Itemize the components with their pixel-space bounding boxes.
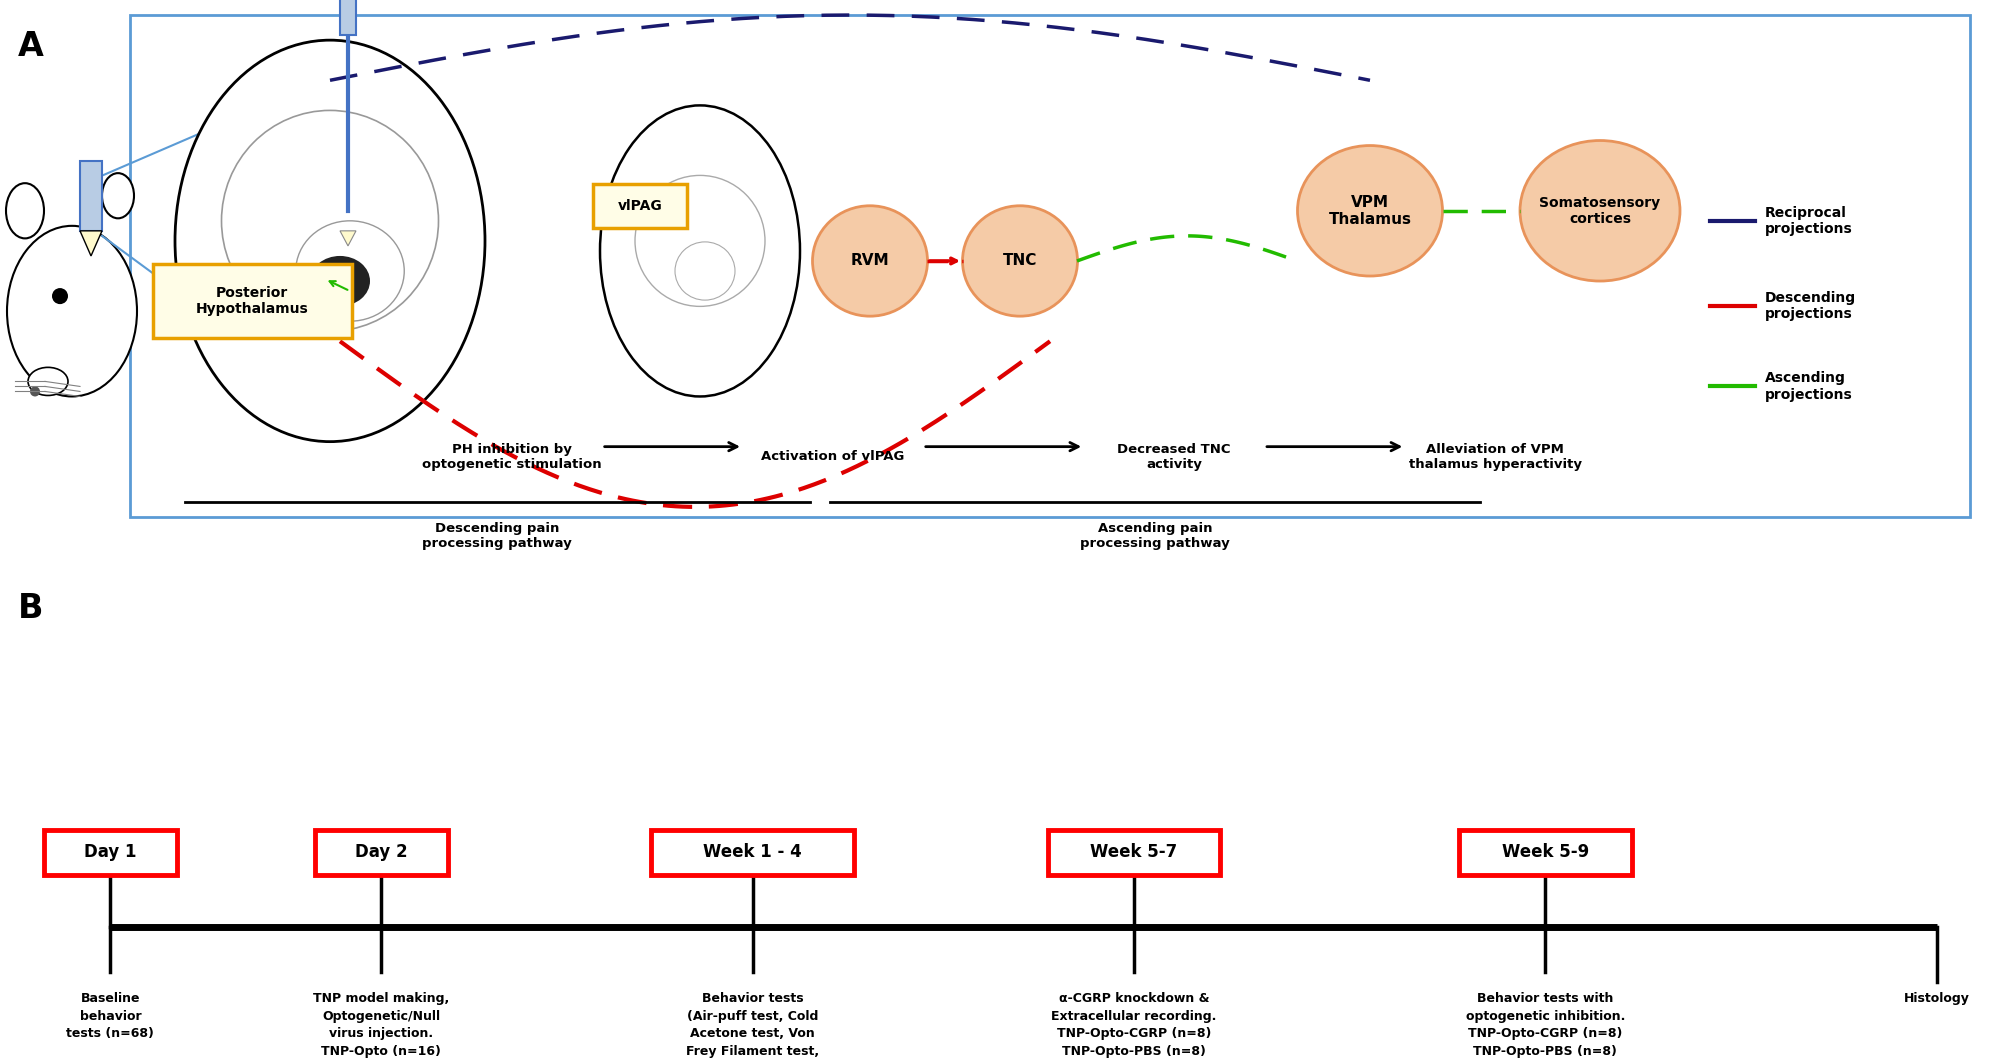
- Text: Somatosensory
cortices: Somatosensory cortices: [1539, 196, 1660, 226]
- Polygon shape: [80, 231, 102, 255]
- Ellipse shape: [175, 40, 486, 442]
- Text: α-CGRP knockdown &
Extracellular recording.
TNP-Opto-CGRP (n=8)
TNP-Opto-PBS (n=: α-CGRP knockdown & Extracellular recordi…: [1052, 992, 1216, 1060]
- Text: Week 5-7: Week 5-7: [1090, 844, 1178, 862]
- Text: TNP model making,
Optogenetic/Null
virus injection.
TNP-Opto (n=16)
TNP-Null (n=: TNP model making, Optogenetic/Null virus…: [313, 992, 450, 1060]
- Ellipse shape: [102, 173, 134, 218]
- FancyBboxPatch shape: [1459, 830, 1632, 874]
- Text: Day 2: Day 2: [355, 844, 407, 862]
- FancyBboxPatch shape: [315, 830, 448, 874]
- Text: Decreased TNC
activity: Decreased TNC activity: [1118, 443, 1230, 471]
- Text: Descending
projections: Descending projections: [1764, 292, 1856, 321]
- FancyBboxPatch shape: [592, 183, 686, 228]
- Text: vlPAG: vlPAG: [618, 199, 662, 213]
- Text: B: B: [18, 593, 44, 625]
- Circle shape: [52, 288, 68, 304]
- Text: Histology: Histology: [1905, 992, 1969, 1005]
- Text: Reciprocal
projections: Reciprocal projections: [1764, 206, 1852, 236]
- Ellipse shape: [6, 226, 136, 396]
- Text: Baseline
behavior
tests (n=68): Baseline behavior tests (n=68): [66, 992, 155, 1040]
- FancyBboxPatch shape: [153, 264, 351, 338]
- FancyBboxPatch shape: [652, 830, 853, 874]
- FancyBboxPatch shape: [44, 830, 177, 874]
- Ellipse shape: [28, 368, 68, 395]
- FancyBboxPatch shape: [1048, 830, 1220, 874]
- Ellipse shape: [600, 105, 801, 396]
- Text: A: A: [18, 30, 44, 64]
- Text: Behavior tests
(Air-puff test, Cold
Acetone test, Von
Frey Filament test,
Open F: Behavior tests (Air-puff test, Cold Acet…: [686, 992, 819, 1060]
- Circle shape: [30, 387, 40, 396]
- Text: Week 1 - 4: Week 1 - 4: [702, 844, 803, 862]
- Text: Day 1: Day 1: [84, 844, 136, 862]
- Ellipse shape: [1297, 145, 1443, 276]
- Ellipse shape: [6, 183, 44, 238]
- FancyBboxPatch shape: [339, 0, 355, 35]
- Text: Behavior tests with
optogenetic inhibition.
TNP-Opto-CGRP (n=8)
TNP-Opto-PBS (n=: Behavior tests with optogenetic inhibiti…: [1463, 992, 1628, 1060]
- Text: Alleviation of VPM
thalamus hyperactivity: Alleviation of VPM thalamus hyperactivit…: [1409, 443, 1582, 471]
- Text: TNC: TNC: [1004, 253, 1038, 268]
- Polygon shape: [339, 231, 355, 246]
- Text: Week 5-9: Week 5-9: [1501, 844, 1590, 862]
- Text: RVM: RVM: [851, 253, 889, 268]
- Text: Ascending
projections: Ascending projections: [1764, 371, 1852, 402]
- Text: Posterior
Hypothalamus: Posterior Hypothalamus: [195, 286, 309, 316]
- Text: VPM
Thalamus: VPM Thalamus: [1329, 195, 1411, 227]
- Ellipse shape: [963, 206, 1078, 316]
- Ellipse shape: [813, 206, 927, 316]
- Ellipse shape: [309, 255, 369, 306]
- Ellipse shape: [1519, 141, 1680, 281]
- FancyBboxPatch shape: [80, 161, 102, 231]
- Text: Ascending pain
processing pathway: Ascending pain processing pathway: [1080, 522, 1230, 550]
- Text: Activation of vlPAG: Activation of vlPAG: [761, 450, 905, 463]
- Text: PH inhibition by
optogenetic stimulation: PH inhibition by optogenetic stimulation: [421, 443, 602, 471]
- Text: Descending pain
processing pathway: Descending pain processing pathway: [421, 522, 572, 550]
